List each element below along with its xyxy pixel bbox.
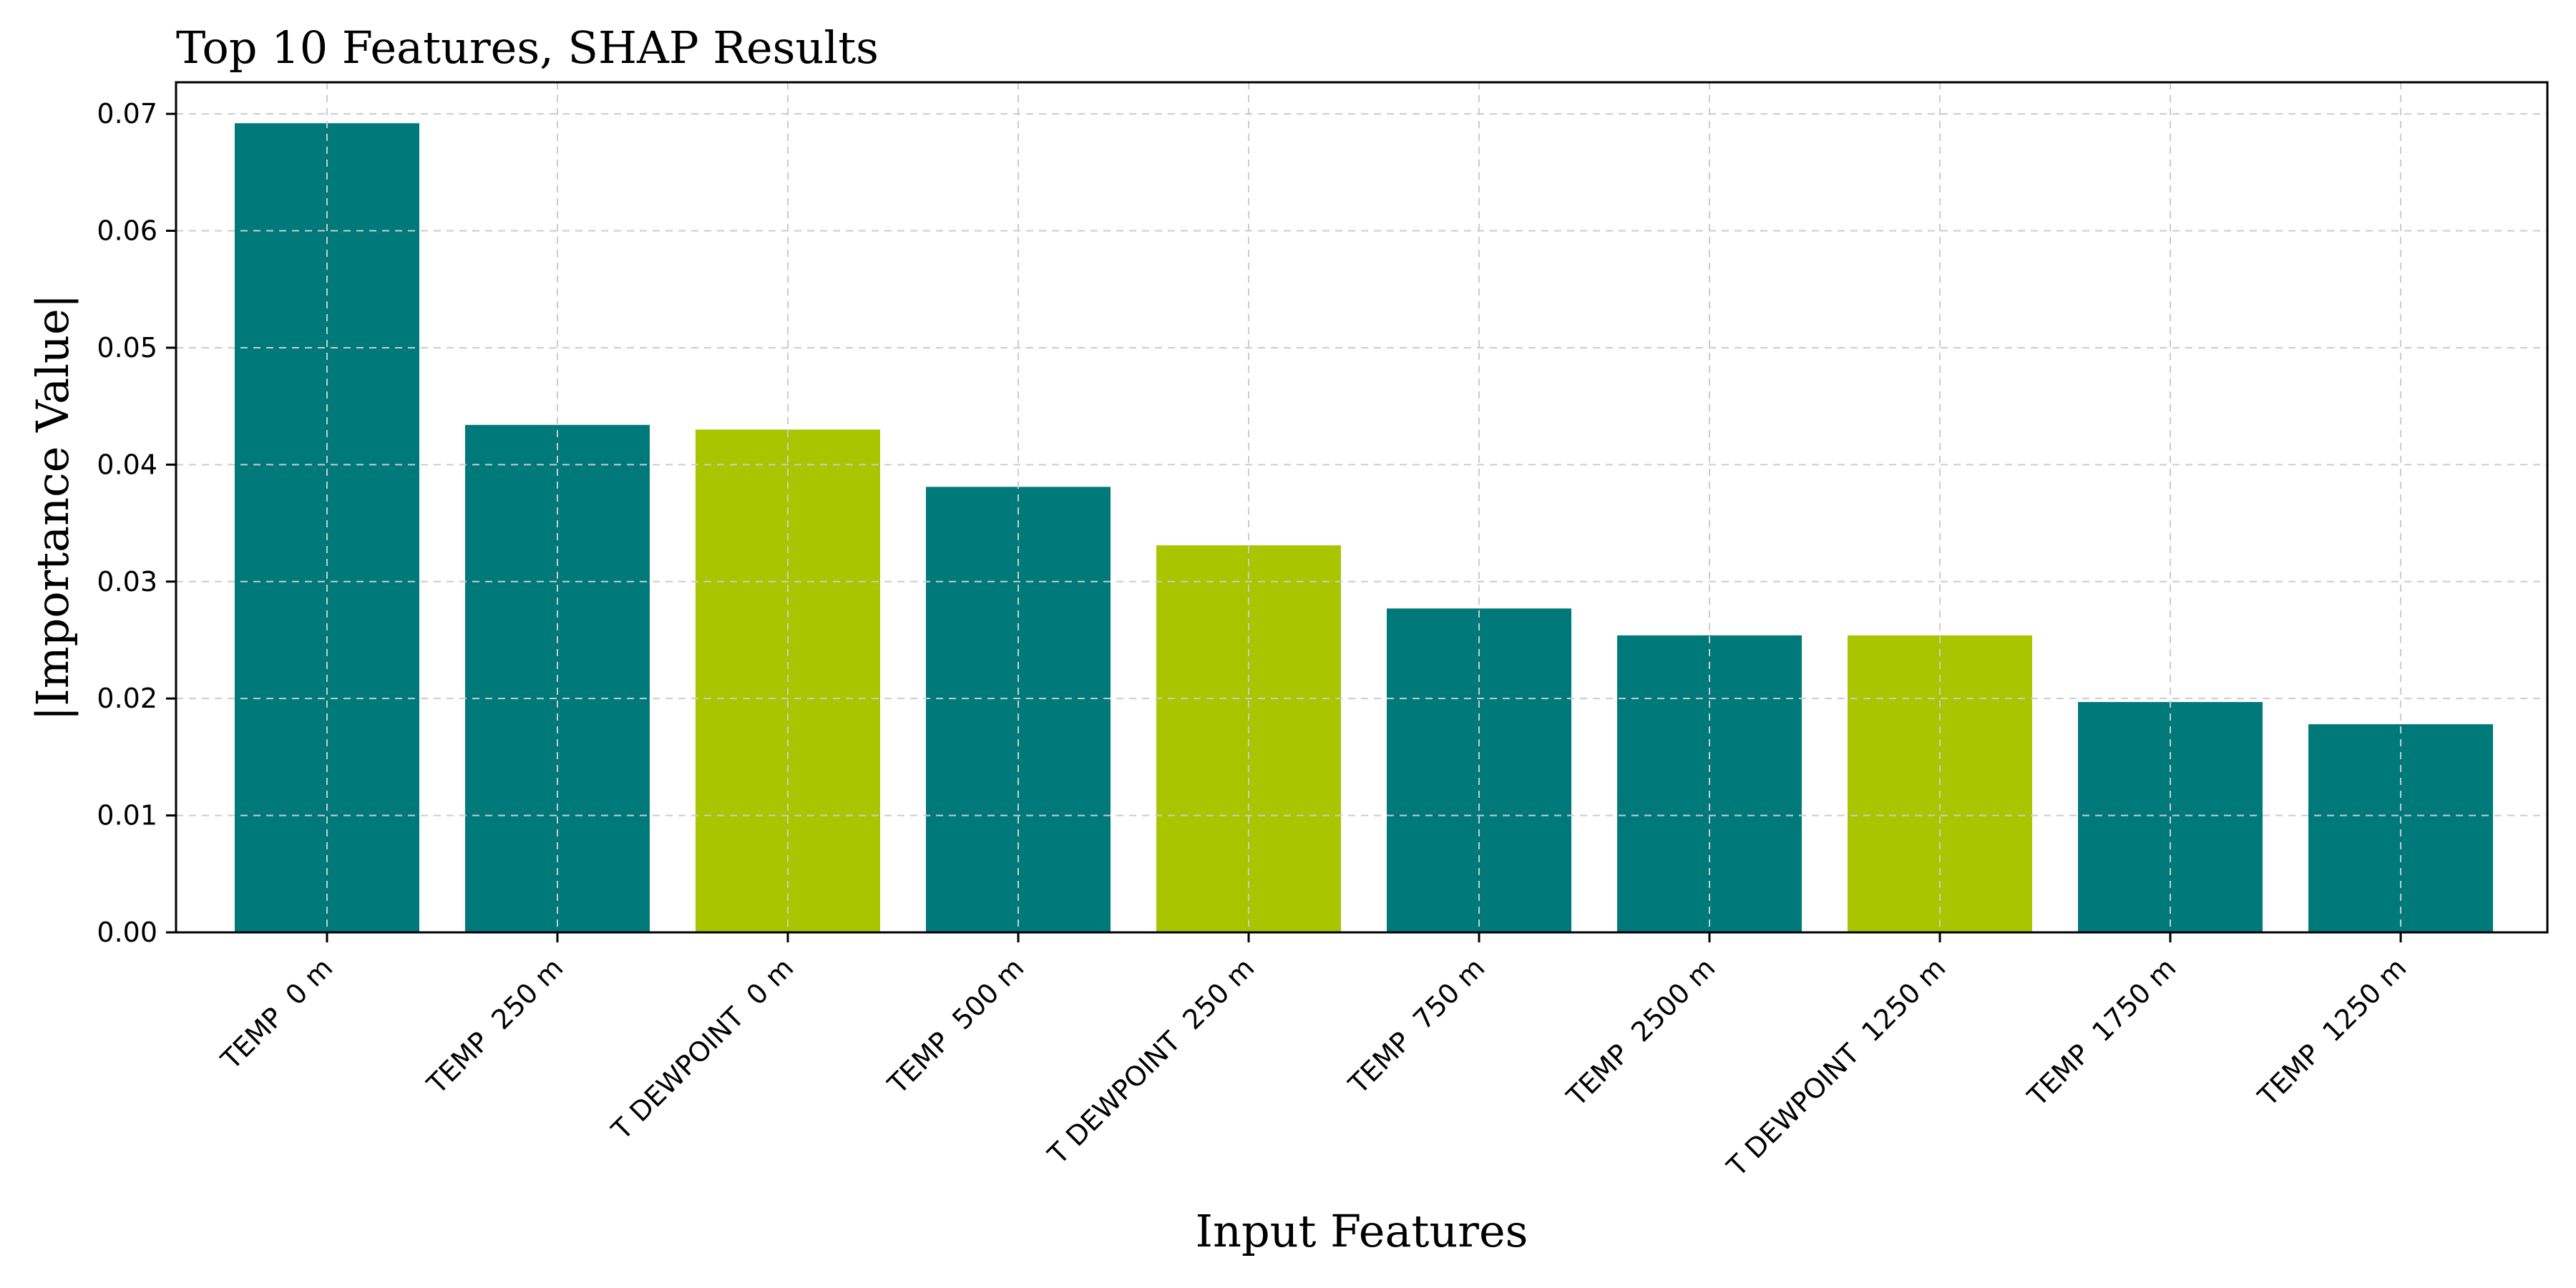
y-tick-label: 0.01 bbox=[97, 800, 157, 831]
x-tick-label: TEMP 250 m bbox=[421, 952, 570, 1101]
y-tick-label: 0.07 bbox=[97, 98, 157, 130]
x-tick-label: TEMP 750 m bbox=[1342, 952, 1491, 1101]
bar bbox=[1156, 545, 1341, 932]
bar bbox=[926, 487, 1111, 932]
y-tick-label: 0.06 bbox=[97, 215, 157, 247]
y-tick-label: 0.02 bbox=[97, 683, 157, 714]
y-tick-label: 0.04 bbox=[97, 449, 157, 480]
x-tick-label: T DEWPOINT 1250 m bbox=[1720, 952, 1951, 1183]
bars bbox=[235, 123, 2493, 932]
x-tick-label: T DEWPOINT 0 m bbox=[605, 952, 800, 1146]
x-tick-label: TEMP 2500 m bbox=[1561, 952, 1722, 1113]
y-tick-label: 0.00 bbox=[97, 917, 157, 948]
x-tick-label: TEMP 500 m bbox=[882, 952, 1030, 1101]
x-axis-label: Input Features bbox=[1196, 1205, 1528, 1257]
y-tick-label: 0.03 bbox=[97, 566, 157, 597]
chart-title: Top 10 Features, SHAP Results bbox=[176, 21, 879, 74]
y-axis: 0.00 0.01 0.02 0.03 0.04 0.05 0.06 0.07 bbox=[97, 98, 176, 948]
x-tick-label: TEMP 1250 m bbox=[2252, 952, 2413, 1113]
x-tick-label: TEMP 0 m bbox=[215, 952, 338, 1075]
plot-frame bbox=[175, 81, 2549, 934]
x-tick-label: T DEWPOINT 250 m bbox=[1041, 952, 1260, 1171]
y-axis-label: |Importance Value| bbox=[26, 293, 79, 721]
x-tick-label: TEMP 1750 m bbox=[2021, 952, 2182, 1113]
y-tick-label: 0.05 bbox=[97, 332, 157, 364]
bar bbox=[235, 123, 419, 932]
